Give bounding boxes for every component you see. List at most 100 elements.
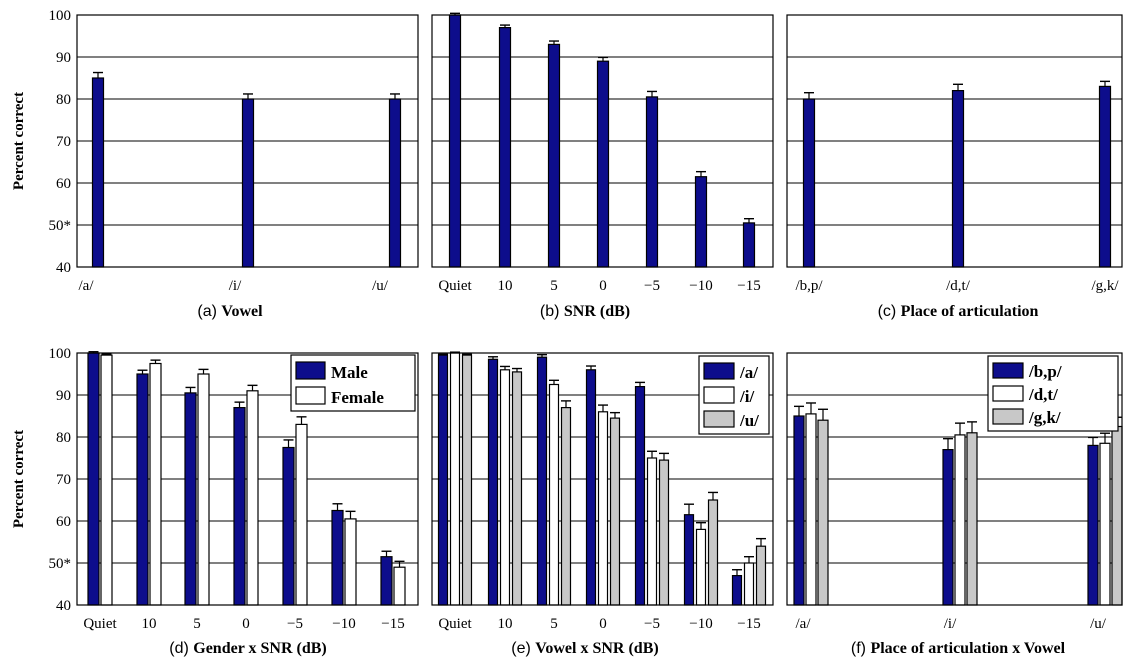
bar-gk (1098, 85, 1112, 268)
panel-caption: (e) Vowel x SNR (dB) (511, 640, 658, 657)
bar-Female-10 (344, 518, 357, 606)
bar-i-Quiet (449, 352, 461, 606)
bar-a-5 (536, 356, 548, 606)
legend-swatch (703, 410, 735, 428)
bar-gk-i (966, 432, 978, 606)
x-tick-label: /u/ (1090, 616, 1107, 632)
bar-i-0 (597, 411, 609, 606)
caption-tag: (e) (511, 640, 535, 657)
bar-15 (742, 222, 756, 268)
legend-swatch (295, 361, 326, 380)
bar-Male-10 (136, 373, 149, 606)
y-tick-label: 90 (56, 50, 71, 66)
bar-Female-5 (197, 373, 210, 606)
bar-u-0 (609, 417, 621, 606)
y-tick-label: 50* (49, 556, 72, 572)
bar-i-10 (499, 369, 511, 606)
x-tick-label: 5 (550, 278, 558, 294)
x-tick-label: /u/ (372, 278, 389, 294)
y-tick-label: 80 (56, 92, 71, 108)
bar-u-10 (707, 499, 719, 606)
bar-dt (951, 89, 965, 268)
bar-Male-15 (380, 556, 393, 606)
bar-Female-15 (393, 566, 406, 606)
x-tick-label: 0 (599, 616, 607, 632)
legend-label: /a/ (739, 363, 758, 382)
x-tick-label: /a/ (796, 616, 812, 632)
plot-frame (786, 14, 1123, 268)
panel-caption: (a) Vowel (197, 303, 263, 320)
x-tick-label: 10 (142, 616, 157, 632)
x-tick-label: −15 (737, 278, 760, 294)
x-tick-label: 0 (599, 278, 607, 294)
plot-frame (431, 352, 774, 606)
panel-caption: (b) SNR (dB) (540, 303, 630, 320)
caption-text: Gender x SNR (dB) (193, 640, 327, 657)
legend-label: /u/ (739, 411, 759, 430)
bar-Male-10 (331, 509, 344, 606)
caption-tag: (a) (197, 303, 221, 320)
bar-Male-5 (184, 392, 197, 606)
y-tick-label: 80 (56, 430, 71, 446)
bar-u-15 (755, 545, 767, 606)
x-tick-label: Quiet (438, 616, 472, 632)
bar-5 (645, 96, 659, 268)
x-tick-label: /i/ (944, 616, 957, 632)
y-tick-label: 90 (56, 388, 71, 404)
bar-Male-5 (282, 446, 295, 606)
bar-10 (694, 176, 708, 268)
x-tick-label: /g,k/ (1091, 278, 1119, 294)
bar-10 (498, 27, 512, 268)
x-tick-label: /i/ (229, 278, 242, 294)
bar-a-10 (683, 514, 695, 606)
y-tick-label: 60 (56, 514, 71, 530)
bar-a-15 (731, 574, 743, 606)
legend: /a/ /i/ /u/ (698, 355, 770, 435)
x-tick-label: 5 (550, 616, 558, 632)
x-tick-label: −5 (287, 616, 303, 632)
x-tick-label: 0 (242, 616, 250, 632)
bar-bp-i (942, 449, 954, 606)
bar-dt-i (954, 434, 966, 606)
panel-d: 40 50* 60 70 80 90 100 Percent correct Quiet 10 5 0… (11, 346, 419, 657)
legend-label: Male (331, 363, 368, 382)
bar-u-Quiet (461, 354, 473, 606)
panel-a: 40 50* 60 70 80 90 100 Percent correct/a/ /i/ /u/… (11, 8, 419, 320)
bar-a-Quiet (437, 354, 449, 606)
legend-label: /b,p/ (1028, 362, 1062, 381)
plot-frame (786, 352, 1123, 606)
legend-swatch (992, 385, 1024, 402)
x-tick-label: /d,t/ (946, 278, 971, 294)
bar-i-5 (548, 383, 560, 606)
caption-tag: (d) (169, 640, 193, 657)
bar-Female-Quiet (100, 354, 113, 606)
panel-caption: (d) Gender x SNR (dB) (169, 640, 327, 657)
bar-gk-u (1111, 425, 1123, 606)
bar-i (241, 98, 255, 268)
caption-tag: (f) (851, 640, 871, 657)
bar-bp (802, 98, 816, 268)
legend-swatch (992, 408, 1024, 425)
bar-5 (547, 43, 561, 268)
x-tick-label: −10 (689, 278, 712, 294)
plot-frame (76, 352, 419, 606)
bar-Female-10 (149, 362, 162, 606)
panel-e: Quiet 10 5 0 −5 −10 −15 (e) Vowel x SNR (dB) /a/… (431, 351, 774, 657)
panel-b: Quiet 10 5 0 −5 −10 −15 (b) SNR (dB) (431, 12, 774, 320)
legend-label: /i/ (739, 387, 754, 406)
bar-0 (596, 60, 610, 268)
bar-u (388, 98, 402, 268)
x-tick-label: −15 (381, 616, 404, 632)
bar-i-15 (743, 562, 755, 606)
caption-text: SNR (dB) (564, 303, 630, 320)
plot-frame (431, 14, 774, 268)
bar-bp-u (1087, 444, 1099, 606)
bar-a-10 (487, 358, 499, 606)
bar-bp-a (793, 415, 805, 606)
legend-swatch (703, 386, 735, 404)
legend: /b,p/ /d,t/ /g,k/ (987, 355, 1119, 432)
y-tick-label: 40 (56, 260, 71, 276)
y-tick-label: 60 (56, 176, 71, 192)
panel-c: /b,p/ /d,t/ /g,k/ (c) Place of articulation (786, 14, 1123, 320)
legend-swatch (992, 362, 1024, 379)
